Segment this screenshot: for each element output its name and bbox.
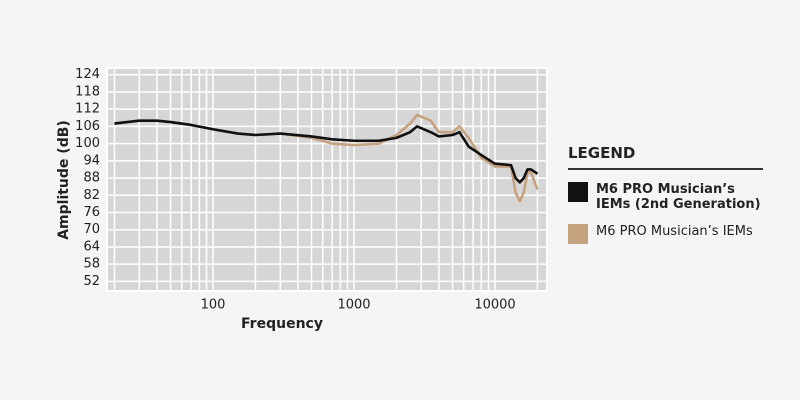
series-line [114, 119, 539, 184]
y-tick-label: 100 [75, 136, 100, 151]
plot-area [108, 69, 546, 290]
y-tick-label: 82 [83, 188, 100, 203]
y-tick-label: 88 [83, 171, 100, 186]
legend-swatch [568, 182, 588, 202]
legend-title: LEGEND [568, 144, 763, 170]
y-tick-label: 124 [75, 67, 100, 82]
x-tick-label: 1000 [337, 298, 370, 313]
y-tick-label: 112 [75, 102, 100, 117]
legend-label: M6 PRO Musician’s IEMs [596, 224, 753, 239]
legend-label: M6 PRO Musician’s IEMs (2nd Generation) [596, 182, 761, 212]
y-tick-label: 76 [83, 205, 100, 220]
x-tick-label: 10000 [474, 298, 515, 313]
legend-entry: M6 PRO Musician’s IEMs [568, 224, 763, 244]
legend-entry: M6 PRO Musician’s IEMs (2nd Generation) [568, 182, 763, 212]
y-tick-label: 70 [83, 222, 100, 237]
y-tick-label: 64 [83, 239, 100, 254]
x-tick-label: 100 [201, 298, 226, 313]
legend: LEGEND M6 PRO Musician’s IEMs (2nd Gener… [568, 144, 763, 244]
y-axis-label: Amplitude (dB) [56, 120, 72, 240]
y-tick-label: 94 [83, 153, 100, 168]
y-tick-label: 58 [83, 257, 100, 272]
y-tick-label: 52 [83, 274, 100, 289]
y-tick-label: 118 [75, 84, 100, 99]
x-axis-label: Frequency [241, 316, 323, 332]
y-tick-label: 106 [75, 119, 100, 134]
legend-swatch [568, 224, 588, 244]
